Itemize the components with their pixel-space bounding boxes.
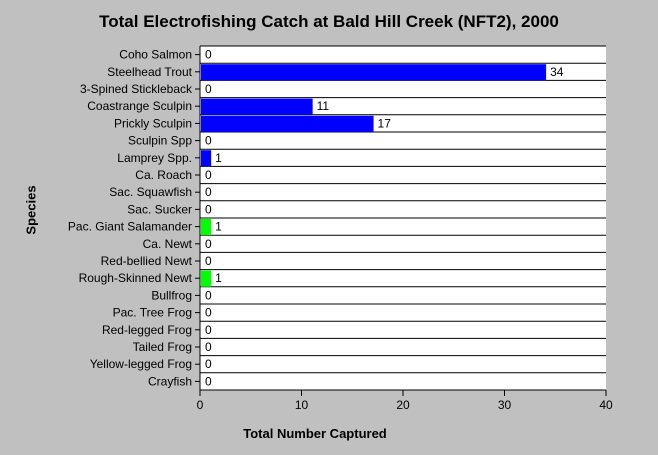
category-label: Crayfish <box>148 374 192 388</box>
data-label: 0 <box>205 202 212 216</box>
data-label: 0 <box>205 340 212 354</box>
category-label: Bullfrog <box>151 288 192 302</box>
category-label: Sac. Sucker <box>127 202 192 216</box>
category-label: Rough-Skinned Newt <box>79 271 193 285</box>
bar <box>201 270 212 287</box>
data-label: 1 <box>215 151 222 165</box>
data-label: 34 <box>550 65 564 79</box>
category-label: Red-legged Frog <box>102 323 192 337</box>
data-label: 0 <box>205 82 212 96</box>
category-label: Steelhead Trout <box>107 65 192 79</box>
x-axis-label: Total Number Captured <box>243 426 387 441</box>
data-label: 11 <box>317 99 330 113</box>
category-label: Prickly Sculpin <box>114 116 192 130</box>
category-label: Ca. Roach <box>135 168 192 182</box>
data-label: 0 <box>205 168 212 182</box>
data-label: 0 <box>205 357 212 371</box>
category-label: Pac. Tree Frog <box>113 306 192 320</box>
bar <box>201 64 547 81</box>
category-label: Tailed Frog <box>133 340 192 354</box>
data-label: 0 <box>205 374 212 388</box>
data-label: 1 <box>215 220 222 234</box>
bar <box>201 150 212 167</box>
category-label: Ca. Newt <box>143 237 193 251</box>
category-label: Lamprey Spp. <box>117 151 192 165</box>
data-label: 0 <box>205 48 212 62</box>
bar <box>201 219 212 236</box>
category-label: Yellow-legged Frog <box>90 357 192 371</box>
category-label: 3-Spined Stickleback <box>80 82 193 96</box>
category-label: Pac. Giant Salamander <box>68 220 192 234</box>
x-tick-label: 20 <box>396 398 410 412</box>
data-label: 0 <box>205 254 212 268</box>
x-tick-label: 0 <box>197 398 204 412</box>
data-label: 0 <box>205 185 212 199</box>
category-label: Sculpin Spp <box>128 134 192 148</box>
data-label: 17 <box>378 116 392 130</box>
data-label: 0 <box>205 134 212 148</box>
category-label: Coho Salmon <box>119 48 192 62</box>
bar <box>201 115 374 132</box>
data-label: 1 <box>215 271 222 285</box>
x-tick-label: 10 <box>295 398 309 412</box>
data-label: 0 <box>205 237 212 251</box>
x-tick-label: 30 <box>498 398 512 412</box>
category-label: Sac. Squawfish <box>109 185 192 199</box>
chart-title: Total Electrofishing Catch at Bald Hill … <box>99 12 559 31</box>
category-label: Red-bellied Newt <box>101 254 193 268</box>
bar <box>201 98 313 115</box>
data-label: 0 <box>205 306 212 320</box>
category-label: Coastrange Sculpin <box>87 99 192 113</box>
data-label: 0 <box>205 288 212 302</box>
x-tick-label: 40 <box>599 398 613 412</box>
data-label: 0 <box>205 323 212 337</box>
